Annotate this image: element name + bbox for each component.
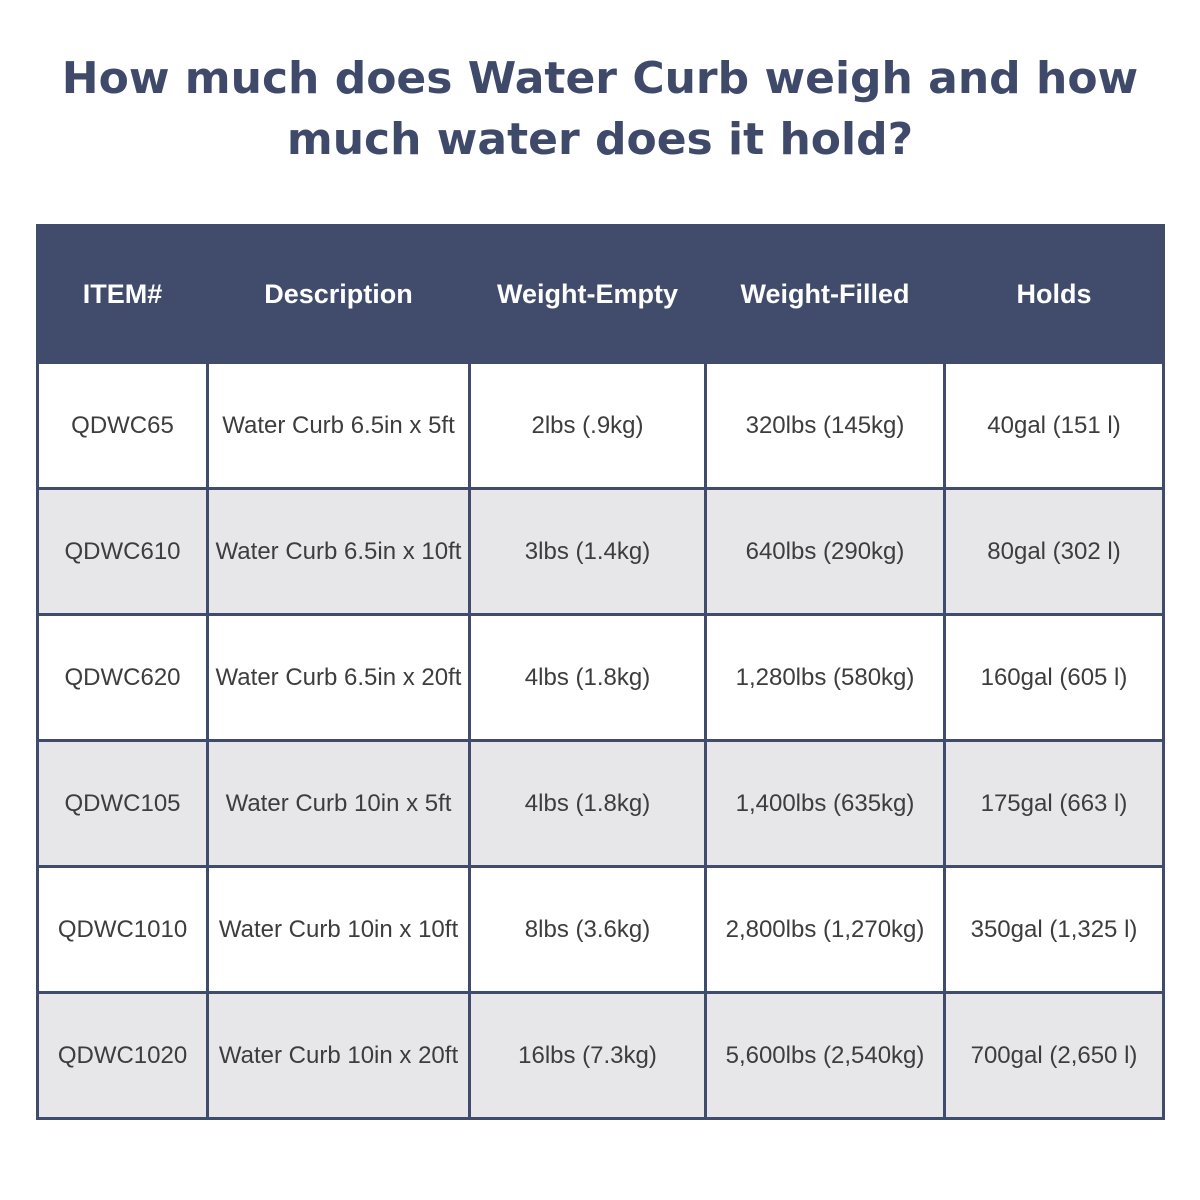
cell-item-number: QDWC620: [36, 613, 209, 742]
cell-description: Water Curb 6.5in x 5ft: [206, 361, 471, 490]
title-line-2: much water does it hold?: [286, 114, 914, 165]
header-weight-filled: Weight-Filled: [704, 224, 946, 364]
cell-holds: 175gal (663 l): [943, 739, 1165, 868]
table-row: QDWC610 Water Curb 6.5in x 10ft 3lbs (1.…: [36, 487, 1165, 616]
page-title: How much does Water Curb weigh and how m…: [0, 48, 1200, 170]
cell-weight-empty: 4lbs (1.8kg): [468, 613, 707, 742]
cell-description: Water Curb 6.5in x 10ft: [206, 487, 471, 616]
table-body: QDWC65 Water Curb 6.5in x 5ft 2lbs (.9kg…: [36, 361, 1165, 1120]
table-header: ITEM# Description Weight-Empty Weight-Fi…: [36, 224, 1165, 364]
cell-holds: 700gal (2,650 l): [943, 991, 1165, 1120]
cell-weight-empty: 3lbs (1.4kg): [468, 487, 707, 616]
cell-weight-filled: 640lbs (290kg): [704, 487, 946, 616]
table-row: QDWC620 Water Curb 6.5in x 20ft 4lbs (1.…: [36, 613, 1165, 742]
cell-item-number: QDWC105: [36, 739, 209, 868]
header-row: ITEM# Description Weight-Empty Weight-Fi…: [36, 224, 1165, 364]
cell-weight-filled: 5,600lbs (2,540kg): [704, 991, 946, 1120]
cell-item-number: QDWC1010: [36, 865, 209, 994]
cell-weight-filled: 1,400lbs (635kg): [704, 739, 946, 868]
cell-holds: 40gal (151 l): [943, 361, 1165, 490]
table-row: QDWC105 Water Curb 10in x 5ft 4lbs (1.8k…: [36, 739, 1165, 868]
table-row: QDWC65 Water Curb 6.5in x 5ft 2lbs (.9kg…: [36, 361, 1165, 490]
title-line-1: How much does Water Curb weigh and how: [61, 53, 1139, 104]
cell-item-number: QDWC65: [36, 361, 209, 490]
cell-holds: 160gal (605 l): [943, 613, 1165, 742]
table-row: QDWC1020 Water Curb 10in x 20ft 16lbs (7…: [36, 991, 1165, 1120]
cell-weight-filled: 1,280lbs (580kg): [704, 613, 946, 742]
header-weight-empty: Weight-Empty: [468, 224, 707, 364]
cell-weight-filled: 320lbs (145kg): [704, 361, 946, 490]
cell-weight-empty: 4lbs (1.8kg): [468, 739, 707, 868]
header-holds: Holds: [943, 224, 1165, 364]
cell-weight-filled: 2,800lbs (1,270kg): [704, 865, 946, 994]
cell-weight-empty: 2lbs (.9kg): [468, 361, 707, 490]
cell-description: Water Curb 10in x 10ft: [206, 865, 471, 994]
cell-weight-empty: 16lbs (7.3kg): [468, 991, 707, 1120]
table-row: QDWC1010 Water Curb 10in x 10ft 8lbs (3.…: [36, 865, 1165, 994]
cell-item-number: QDWC610: [36, 487, 209, 616]
cell-description: Water Curb 10in x 5ft: [206, 739, 471, 868]
cell-description: Water Curb 6.5in x 20ft: [206, 613, 471, 742]
cell-holds: 350gal (1,325 l): [943, 865, 1165, 994]
cell-item-number: QDWC1020: [36, 991, 209, 1120]
header-description: Description: [206, 224, 471, 364]
cell-holds: 80gal (302 l): [943, 487, 1165, 616]
header-item-number: ITEM#: [36, 224, 209, 364]
spec-table: ITEM# Description Weight-Empty Weight-Fi…: [36, 224, 1165, 1120]
cell-weight-empty: 8lbs (3.6kg): [468, 865, 707, 994]
cell-description: Water Curb 10in x 20ft: [206, 991, 471, 1120]
